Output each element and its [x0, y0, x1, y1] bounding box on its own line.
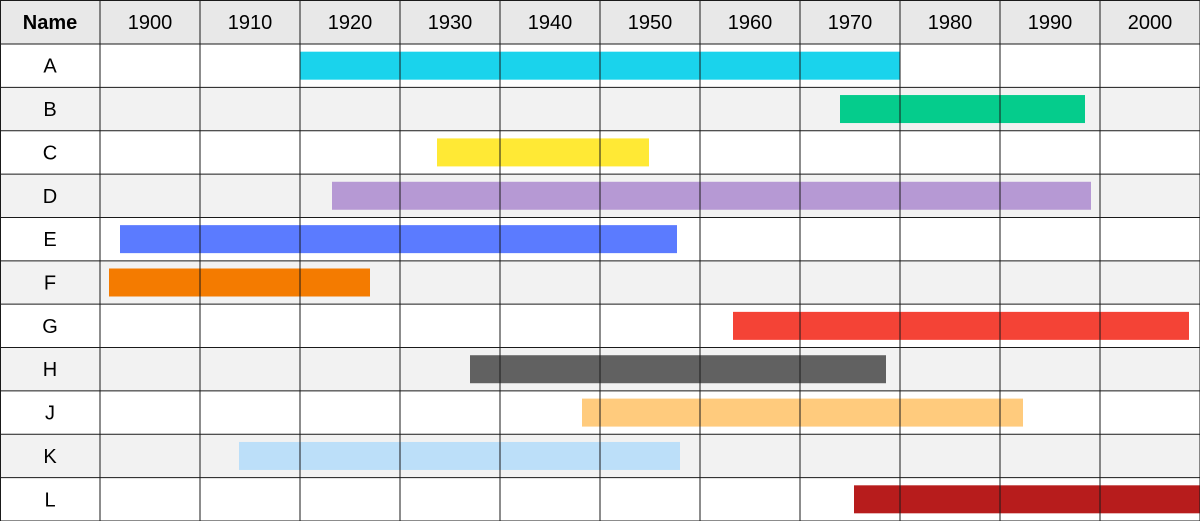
bar-j — [582, 398, 1023, 427]
row-label-e: E — [43, 229, 56, 251]
year-header-1940: 1940 — [528, 12, 573, 34]
row-label-l: L — [44, 489, 55, 511]
row-label-h: H — [43, 359, 57, 381]
bar-g — [733, 311, 1189, 340]
bar-b — [840, 95, 1085, 124]
bar-e — [120, 225, 677, 254]
year-header-1990: 1990 — [1028, 12, 1073, 34]
row-label-k: K — [43, 446, 57, 468]
bar-c — [437, 138, 649, 167]
row-label-j: J — [45, 403, 55, 425]
name-column-header: Name — [23, 12, 77, 34]
bar-l — [854, 485, 1200, 514]
year-header-1970: 1970 — [828, 12, 873, 34]
bar-d — [332, 181, 1091, 210]
row-label-d: D — [43, 186, 57, 208]
row-label-g: G — [42, 316, 58, 338]
year-header-1920: 1920 — [328, 12, 373, 34]
bar-k — [239, 441, 680, 470]
row-label-b: B — [43, 99, 56, 121]
row-label-a: A — [43, 56, 57, 78]
year-header-1980: 1980 — [928, 12, 973, 34]
bar-h — [470, 355, 886, 384]
row-label-c: C — [43, 142, 57, 164]
labels: Name 1900 1910 1920 1930 1940 1950 1960 1970 1980… — [23, 12, 1172, 511]
year-header-2000: 2000 — [1128, 12, 1173, 34]
year-header-1910: 1910 — [228, 12, 273, 34]
year-header-1900: 1900 — [128, 12, 173, 34]
year-header-1930: 1930 — [428, 12, 473, 34]
row-label-f: F — [44, 273, 56, 295]
bar-f — [109, 268, 370, 297]
year-header-1960: 1960 — [728, 12, 773, 34]
year-header-1950: 1950 — [628, 12, 673, 34]
